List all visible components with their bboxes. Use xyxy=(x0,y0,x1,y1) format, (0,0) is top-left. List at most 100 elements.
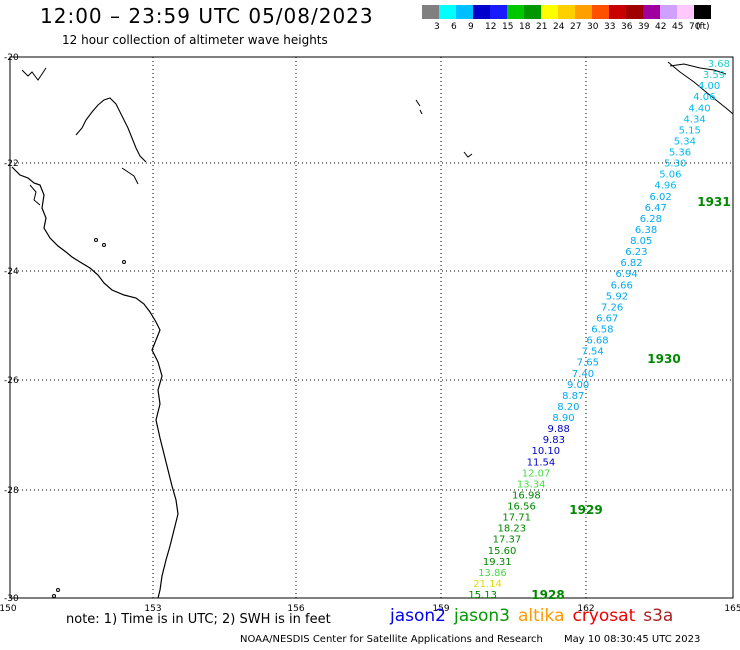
wave-height-value: 15.13 xyxy=(468,590,497,601)
coastline-bay xyxy=(29,184,41,206)
wave-height-value: 4.34 xyxy=(683,114,705,125)
satellite-altika: altika xyxy=(518,606,565,626)
latitude-label: -28 xyxy=(4,486,19,496)
legend-label: 30 xyxy=(587,22,599,32)
wave-height-value: 19.31 xyxy=(483,557,512,568)
legend-swatch xyxy=(490,5,507,19)
legend-swatch xyxy=(592,5,609,19)
credit-line: NOAA/NESDIS Center for Satellite Applica… xyxy=(240,634,700,645)
wave-height-value: 6.23 xyxy=(625,247,647,258)
wave-height-value: 6.38 xyxy=(635,225,657,236)
latitude-label: -20 xyxy=(4,53,19,63)
wave-height-value: 4.00 xyxy=(698,81,720,92)
wave-height-value: 16.56 xyxy=(507,502,536,513)
legend-label: 42 xyxy=(655,22,667,32)
satellite-cryosat: cryosat xyxy=(572,606,636,626)
wave-height-value: 8.20 xyxy=(557,402,579,413)
legend-label: 45 xyxy=(672,22,684,32)
color-scale-legend xyxy=(422,5,711,19)
island-marker xyxy=(56,588,60,592)
latitude-label: -24 xyxy=(4,267,19,277)
legend-label: 12 xyxy=(485,22,497,32)
legend-swatch xyxy=(507,5,524,19)
latitude-label: -26 xyxy=(4,376,19,386)
reef-outline xyxy=(121,167,139,185)
wave-height-value: 18.23 xyxy=(497,524,526,535)
wave-height-value: 5.34 xyxy=(674,136,696,147)
coastline-north xyxy=(75,97,147,163)
latitude-label: -22 xyxy=(4,159,19,169)
wave-height-value: 7.26 xyxy=(601,302,623,313)
legend-label: 18 xyxy=(519,22,531,32)
wave-height-value: 3.59 xyxy=(703,70,725,81)
wave-height-value: 13.86 xyxy=(478,568,507,579)
legend-label: 15 xyxy=(502,22,514,32)
legend-label: 39 xyxy=(638,22,650,32)
generated-timestamp: May 10 08:30:45 UTC 2023 xyxy=(564,634,701,645)
wave-height-value: 5.06 xyxy=(659,170,681,181)
wave-height-value: 7.54 xyxy=(582,347,604,358)
island-marker xyxy=(102,243,106,247)
legend-swatch xyxy=(694,5,711,19)
island-marker xyxy=(122,260,126,264)
legend-label: (ft) xyxy=(696,22,710,32)
wave-height-value: 9.88 xyxy=(548,424,570,435)
legend-swatch xyxy=(575,5,592,19)
island-marker xyxy=(94,238,98,242)
wave-height-value: 6.66 xyxy=(611,280,633,291)
wave-height-value: 5.92 xyxy=(606,291,628,302)
wave-height-value: 7.65 xyxy=(577,358,599,369)
wave-height-value: 6.68 xyxy=(586,336,608,347)
track-time-label: 1928 xyxy=(531,588,564,602)
new-caledonia-outline xyxy=(667,61,734,115)
legend-swatch xyxy=(626,5,643,19)
wave-height-value: 10.10 xyxy=(531,446,560,457)
coastline xyxy=(11,166,179,599)
wave-height-value: 6.47 xyxy=(645,203,667,214)
wave-height-value: 6.58 xyxy=(591,325,613,336)
wave-height-value: 3.68 xyxy=(708,59,730,70)
wave-height-value: 8.87 xyxy=(562,391,584,402)
wave-height-value: 9.00 xyxy=(567,380,589,391)
longitude-label: 162 xyxy=(577,604,594,614)
legend-swatch xyxy=(422,5,439,19)
legend-swatch xyxy=(473,5,490,19)
legend-label: 9 xyxy=(468,22,474,32)
color-scale-labels: 3 6 9 12 15 18 21 24 27 30 33 36 39 42 45 70 (ft) xyxy=(422,22,740,34)
legend-swatch xyxy=(609,5,626,19)
legend-label: 33 xyxy=(604,22,616,32)
satellite-jason3: jason3 xyxy=(454,606,510,626)
wave-height-value: 9.83 xyxy=(543,435,565,446)
latitude-label: -30 xyxy=(4,594,19,604)
wave-height-value: 6.28 xyxy=(640,214,662,225)
wave-height-value: 13.34 xyxy=(517,479,546,490)
legend-swatch xyxy=(558,5,575,19)
island-marker xyxy=(52,594,56,598)
legend-label: 27 xyxy=(570,22,582,32)
longitude-label: 156 xyxy=(287,604,304,614)
wave-height-value: 8.90 xyxy=(552,413,574,424)
legend-swatch xyxy=(643,5,660,19)
island-outline xyxy=(21,67,47,81)
wave-height-value: 17.37 xyxy=(493,535,522,546)
wave-height-value: 11.54 xyxy=(527,457,556,468)
map-frame xyxy=(9,56,734,599)
wave-height-value: 7.40 xyxy=(572,369,594,380)
wave-height-value: 6.02 xyxy=(649,192,671,203)
wave-height-value: 21.14 xyxy=(473,579,502,590)
wave-height-value: 4.40 xyxy=(688,103,710,114)
legend-swatch xyxy=(541,5,558,19)
island-outline xyxy=(415,99,423,115)
satellite-legend: jason2 jason3 altika cryosat s3a xyxy=(390,606,681,626)
longitude-label: 150 xyxy=(0,604,17,614)
track-time-label: 1931 xyxy=(697,195,730,209)
chart-title: 12:00 – 23:59 UTC 05/08/2023 xyxy=(40,4,374,28)
wave-height-value: 4.06 xyxy=(693,92,715,103)
credit-text: NOAA/NESDIS Center for Satellite Applica… xyxy=(240,634,543,645)
wave-height-value: 6.82 xyxy=(620,258,642,269)
wave-height-value: 17.71 xyxy=(502,513,531,524)
island-outline xyxy=(463,151,473,158)
footnote: note: 1) Time is in UTC; 2) SWH is in fe… xyxy=(66,612,331,627)
wave-height-value: 5.36 xyxy=(669,148,691,159)
